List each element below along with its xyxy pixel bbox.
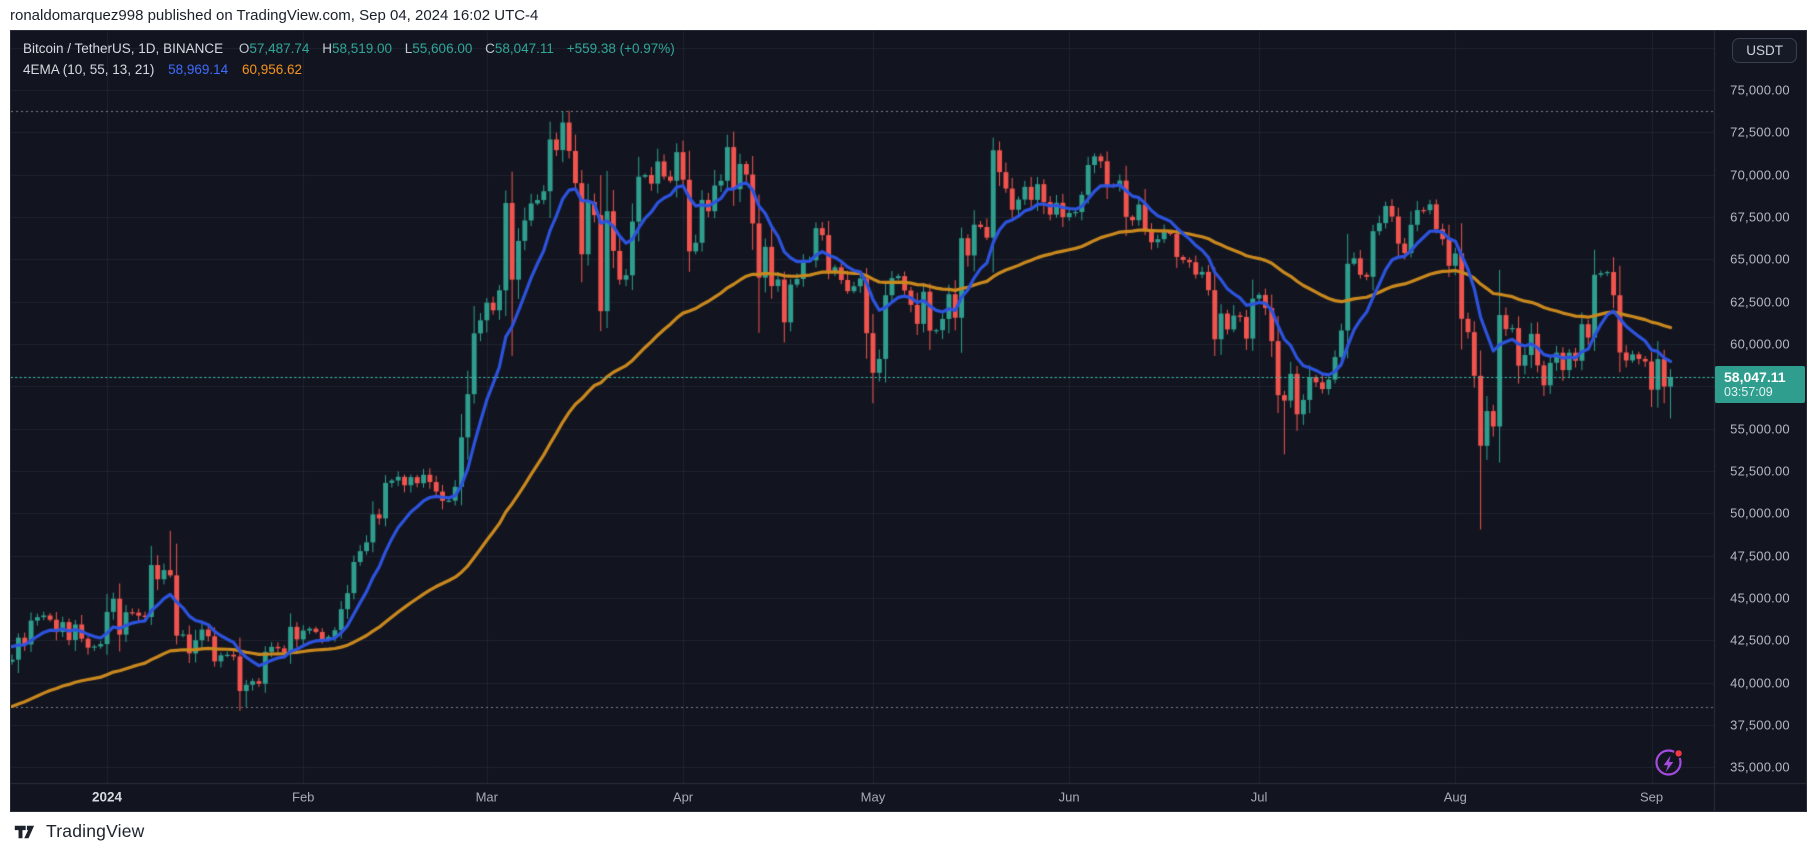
time-axis-label: Aug — [1443, 789, 1467, 805]
legend-symbol-row: Bitcoin / TetherUS, 1D, BINANCE O57,487.… — [23, 38, 675, 59]
flash-circle — [1655, 749, 1682, 776]
price-tick-label: 35,000.00 — [1730, 759, 1790, 775]
price-tick-label: 52,500.00 — [1730, 463, 1790, 479]
symbol-title: Bitcoin / TetherUS, 1D, BINANCE — [23, 41, 224, 56]
time-axis-label: Feb — [292, 789, 315, 805]
price-scale[interactable]: 75,000.00 72,500.00 70,000.00 67,500.00 65,0… — [1714, 31, 1806, 783]
high-label: H — [322, 41, 332, 56]
time-axis-label: 2024 — [91, 789, 123, 805]
price-tick-label: 60,000.00 — [1730, 336, 1790, 352]
badge-countdown: 03:57:09 — [1724, 385, 1773, 400]
legend-indicator-row: 4EMA (10, 55, 13, 21) 58,969.14 60,956.6… — [23, 59, 675, 80]
time-scale[interactable]: 2024 Feb Mar Apr May Jun Jul Aug Sep — [11, 783, 1806, 811]
indicator-fast-value: 58,969.14 — [168, 62, 229, 77]
price-tick-label: 42,500.00 — [1730, 632, 1790, 648]
price-badge[interactable]: 58,047.11 03:57:09 — [1715, 366, 1805, 404]
price-tick-label: 37,500.00 — [1730, 717, 1790, 733]
time-axis-label: May — [860, 789, 886, 805]
chart-legend: Bitcoin / TetherUS, 1D, BINANCE O57,487.… — [23, 38, 675, 80]
price-tick-label: 70,000.00 — [1730, 167, 1790, 183]
tradingview-logo-icon — [14, 825, 35, 839]
price-tick-label: 65,000.00 — [1730, 251, 1790, 267]
low-value: 55,606.00 — [412, 41, 473, 56]
price-tick-label: 50,000.00 — [1730, 505, 1790, 521]
footer: TradingView — [13, 819, 145, 844]
badge-price: 58,047.11 — [1724, 369, 1786, 386]
price-tick-label: 75,000.00 — [1730, 82, 1790, 98]
price-tick-label: 67,500.00 — [1730, 209, 1790, 225]
price-tick-label: 40,000.00 — [1730, 675, 1790, 691]
chart-panel: Bitcoin / TetherUS, 1D, BINANCE O57,487.… — [10, 30, 1807, 812]
time-axis-label: Jun — [1058, 789, 1080, 805]
notification-dot — [1673, 748, 1684, 759]
publish-info: ronaldomarquez998 published on TradingVi… — [10, 7, 539, 24]
indicator-slow-value: 60,956.62 — [241, 62, 302, 77]
price-tick-label: 47,500.00 — [1730, 548, 1790, 564]
time-axis-label: Sep — [1639, 789, 1664, 805]
currency-button[interactable]: USDT — [1732, 38, 1797, 63]
close-value: 58,047.11 — [494, 41, 554, 56]
open-label: O — [238, 41, 250, 56]
candlestick-chart-canvas[interactable] — [11, 31, 1806, 811]
lightning-bolt-icon — [1663, 755, 1674, 773]
price-tick-label: 55,000.00 — [1730, 421, 1790, 437]
price-tick-label: 45,000.00 — [1730, 590, 1790, 606]
high-value: 58,519.00 — [331, 41, 392, 56]
time-axis-label: Apr — [672, 789, 694, 805]
indicator-name: 4EMA (10, 55, 13, 21) — [23, 62, 155, 77]
price-tick-label: 72,500.00 — [1730, 124, 1790, 140]
tradingview-brand-text: TradingView — [46, 821, 145, 841]
low-label: L — [404, 41, 413, 56]
open-value: 57,487.74 — [249, 41, 310, 56]
time-axis-label: Jul — [1250, 789, 1268, 805]
change-value: +559.38 (+0.97%) — [566, 41, 675, 56]
time-axis-label: Mar — [475, 789, 498, 805]
flash-icon[interactable] — [1652, 745, 1686, 779]
price-tick-label: 62,500.00 — [1730, 294, 1790, 310]
close-label: C — [485, 41, 495, 56]
